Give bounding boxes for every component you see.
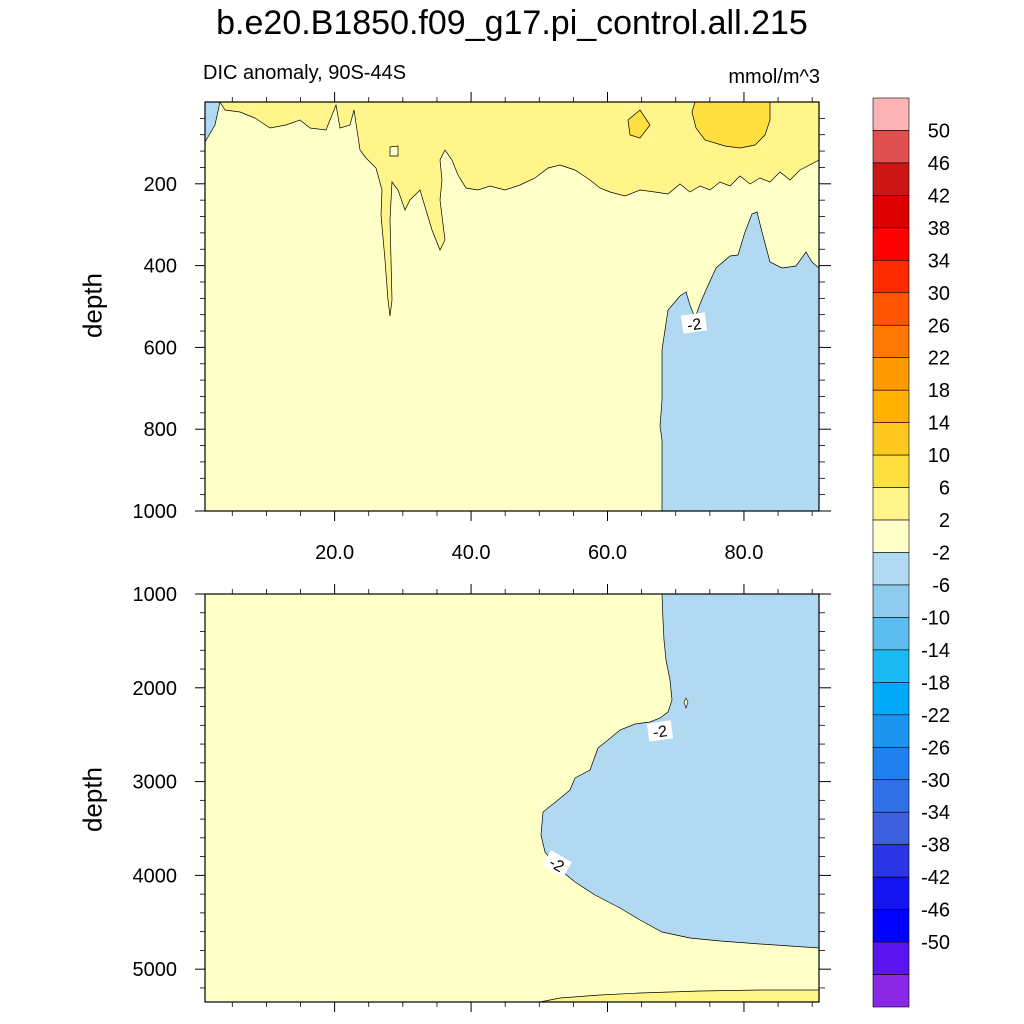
upper-surface-6-patch-2 (627, 109, 651, 139)
colorbar-swatch (872, 195, 910, 229)
colorbar-label: -50 (921, 932, 950, 954)
upper-positive-band (219, 101, 820, 317)
colorbar-swatch (872, 649, 910, 683)
y-tick-label: 800 (144, 419, 177, 441)
lower-small-contour (683, 697, 689, 709)
x-tick-label: 60.0 (588, 542, 627, 564)
colorbar-swatch (872, 876, 910, 910)
colorbar: 50 46 42 38 34 30 26 22 18 14 10 6 2 -2 -6 -10 -14 -18 -22… (872, 97, 950, 1008)
y-tick-label: 400 (144, 256, 177, 278)
lower-x-ticks (231, 584, 813, 1012)
upper-frame (204, 101, 820, 512)
colorbar-label: 34 (928, 250, 950, 272)
colorbar-swatch (872, 617, 910, 651)
colorbar-label: -14 (921, 640, 950, 662)
colorbar-label: -42 (921, 867, 950, 889)
y-tick-label: 1000 (133, 501, 178, 523)
colorbar-label: 6 (939, 478, 950, 500)
colorbar-swatch (872, 227, 910, 261)
y-tick-label: 1000 (133, 584, 178, 606)
y-tick-label: 5000 (133, 959, 178, 981)
upper-small-contour (389, 145, 399, 157)
y-tick-label: 600 (144, 337, 177, 359)
colorbar-label: -10 (921, 607, 950, 629)
upper-contour-label-box: -2 (680, 312, 708, 335)
chart-title: b.e20.B1850.f09_g17.pi_control.all.215 (216, 4, 808, 42)
upper-panel: -2 20.0 40.0 60.0 80.0 200 400 600 800 1000 (133, 92, 831, 564)
colorbar-swatch (872, 324, 910, 359)
colorbar-swatch (872, 97, 910, 131)
colorbar-label: 10 (928, 445, 950, 467)
colorbar-swatch (872, 454, 910, 488)
colorbar-label: 46 (928, 153, 950, 175)
colorbar-label: 42 (928, 185, 950, 207)
colorbar-label: -30 (921, 770, 950, 792)
colorbar-swatch (872, 779, 910, 813)
upper-surface-6-patch (691, 101, 771, 149)
upper-x-ticks: 20.0 40.0 60.0 80.0 (231, 92, 813, 564)
y-tick-label: 3000 (133, 772, 178, 794)
lower-contour-label-box-2: -2 (542, 850, 572, 878)
colorbar-label: -6 (932, 575, 950, 597)
colorbar-swatch (872, 292, 910, 326)
colorbar-swatch (872, 746, 910, 781)
colorbar-swatch (872, 909, 910, 943)
colorbar-swatch (872, 260, 910, 294)
colorbar-swatch (872, 941, 910, 975)
upper-y-ticks: 200 400 600 800 1000 (133, 117, 831, 523)
x-tick-label: 80.0 (724, 542, 763, 564)
colorbar-label: -34 (921, 802, 950, 824)
colorbar-swatch (872, 357, 910, 391)
colorbar-label: 14 (928, 413, 950, 435)
upper-negative-region (659, 211, 820, 512)
colorbar-swatch (872, 552, 910, 586)
colorbar-label: 2 (939, 510, 950, 532)
colorbar-swatch (872, 422, 910, 456)
y-tick-label: 4000 (133, 865, 178, 887)
colorbar-swatch (872, 844, 910, 878)
colorbar-label: 26 (928, 315, 950, 337)
colorbar-label: 38 (928, 218, 950, 240)
colorbar-label: -26 (921, 737, 950, 759)
colorbar-swatch (872, 130, 910, 164)
colorbar-label: 22 (928, 348, 950, 370)
colorbar-label: -18 (921, 672, 950, 694)
colorbar-swatch (872, 811, 910, 845)
lower-y-ticks: 1000 2000 3000 4000 5000 (133, 584, 831, 989)
units-label: mmol/m^3 (728, 66, 820, 88)
colorbar-label: -22 (921, 705, 950, 727)
lower-contour-label-box-1: -2 (646, 720, 674, 742)
lower-contour-label-1: -2 (652, 723, 669, 742)
colorbar-label: 50 (928, 120, 950, 142)
colorbar-label: -2 (932, 543, 950, 565)
colorbar-swatch (872, 389, 910, 423)
upper-contour-label: -2 (686, 316, 703, 335)
colorbar-label: -38 (921, 835, 950, 857)
colorbar-swatch (872, 487, 910, 521)
chart-subtitle: DIC anomaly, 90S-44S (203, 62, 407, 84)
colorbar-swatch (872, 162, 910, 196)
colorbar-swatch (872, 974, 910, 1008)
lower-negative-region (540, 593, 820, 949)
y-tick-label: 2000 (133, 678, 178, 700)
colorbar-swatch (872, 682, 910, 716)
x-tick-label: 20.0 (315, 542, 354, 564)
colorbar-label: -46 (921, 900, 950, 922)
y-tick-label: 200 (144, 174, 177, 196)
colorbar-swatch (872, 714, 910, 748)
colorbar-label: 30 (928, 283, 950, 305)
colorbar-swatch (872, 584, 910, 618)
lower-panel: -2 -2 1000 2000 3000 4000 5000 (133, 584, 831, 1012)
x-tick-label: 40.0 (452, 542, 491, 564)
lower-frame (204, 593, 820, 1003)
colorbar-swatch (872, 519, 910, 553)
colorbar-label: 18 (928, 380, 950, 402)
